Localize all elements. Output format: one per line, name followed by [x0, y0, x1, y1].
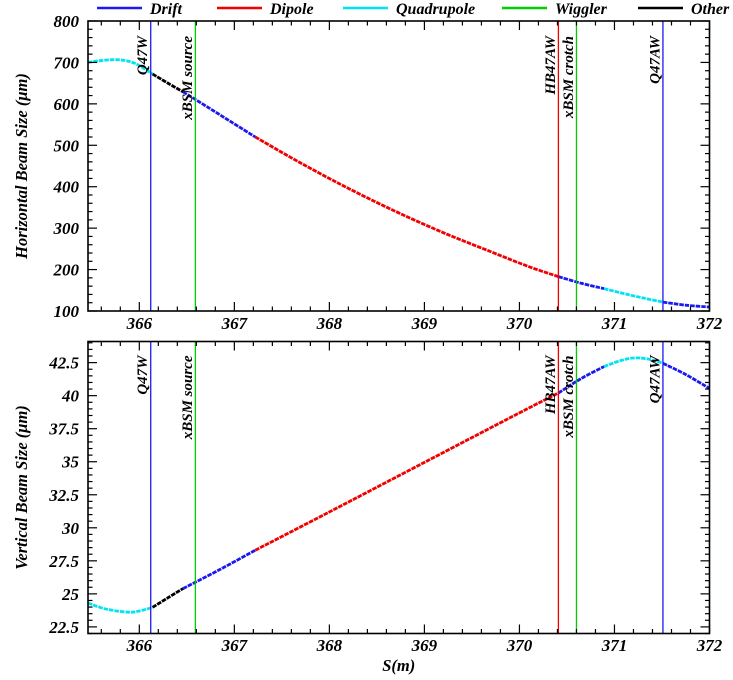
plot-horizontal-beam-size-m: Q47W xBSM source HB47AW xBSM crotch Q47AW 366… — [12, 12, 723, 333]
y-axis-title: Horizontal Beam Size (μm) — [12, 73, 31, 260]
legend-label: Other — [691, 1, 730, 18]
y-tick-label: 400 — [53, 178, 80, 197]
curve-segment-drift — [662, 300, 710, 309]
legend-label: Wiggler — [555, 1, 608, 18]
marker-label-q47aw: Q47AW — [647, 34, 663, 83]
y-tick-label: 600 — [54, 95, 80, 114]
curve-segment-other — [151, 72, 184, 94]
y-tick-label: 40 — [61, 387, 80, 406]
marker-label-q47w: Q47W — [135, 34, 151, 75]
legend-item-wiggler: Wiggler — [502, 1, 608, 18]
curve-segment-drift — [182, 549, 256, 590]
marker-label-xbsm-source: xBSM source — [180, 355, 196, 440]
curve-segment-dipole — [254, 135, 559, 278]
y-tick-label: 500 — [54, 136, 80, 155]
x-tick-label: 366 — [126, 314, 153, 333]
y-tick-label: 700 — [54, 53, 80, 72]
y-tick-label: 100 — [54, 302, 80, 321]
marker-label-q47w: Q47W — [135, 354, 151, 395]
y-tick-label: 800 — [54, 12, 80, 31]
legend-label: Quadrupole — [396, 1, 475, 18]
y-tick-label: 42.5 — [48, 354, 79, 373]
legend-item-quadrupole: Quadrupole — [343, 1, 475, 18]
curve-segment-quadrupole — [603, 287, 664, 304]
curve-segment-drift — [557, 365, 605, 395]
y-tick-label: 30 — [61, 519, 80, 538]
beam-size-curve — [88, 58, 710, 309]
y-tick-label: 25 — [61, 585, 80, 604]
x-tick-label: 369 — [411, 636, 438, 655]
curve-segment-quadrupole — [88, 601, 154, 614]
curve-segment-quadrupole — [603, 356, 664, 368]
legend-label: Dipole — [269, 1, 314, 18]
beam-size-curve — [88, 356, 710, 614]
y-axis-title: Vertical Beam Size (μm) — [12, 405, 31, 570]
curve-segment-drift — [182, 90, 256, 139]
marker-label-hb47aw: HB47AW — [543, 34, 559, 95]
curve-segment-drift — [662, 362, 710, 390]
y-tick-label: 27.5 — [48, 552, 79, 571]
legend-label: Drift — [149, 1, 183, 18]
legend-item-drift: Drift — [97, 1, 183, 18]
marker-label-xbsm-crotch: xBSM crotch — [561, 36, 577, 119]
x-tick-label: 368 — [316, 314, 343, 333]
x-tick-label: 372 — [696, 636, 723, 655]
x-tick-label: 370 — [506, 314, 533, 333]
x-tick-label: 367 — [221, 314, 249, 333]
y-tick-label: 32.5 — [48, 486, 79, 505]
y-tick-label: 300 — [53, 219, 80, 238]
x-tick-label: 372 — [696, 314, 723, 333]
plot-frame — [87, 20, 711, 312]
x-tick-label: 367 — [221, 636, 249, 655]
legend-item-other: Other — [638, 1, 730, 18]
x-tick-label: 370 — [506, 636, 533, 655]
marker-label-hb47aw: HB47AW — [543, 354, 559, 415]
x-tick-label: 371 — [601, 314, 628, 333]
marker-label-xbsm-source: xBSM source — [180, 36, 196, 121]
legend-item-dipole: Dipole — [217, 1, 314, 18]
axis-ticks — [88, 341, 711, 635]
legend: Drift Dipole Quadrupole Wiggler Other — [97, 1, 730, 18]
curve-segment-dipole — [254, 391, 560, 552]
y-tick-label: 37.5 — [48, 420, 79, 439]
marker-label-q47aw: Q47AW — [647, 354, 663, 403]
x-tick-label: 371 — [601, 636, 628, 655]
axis-ticks — [88, 20, 711, 312]
x-tick-label: 369 — [411, 314, 438, 333]
y-tick-label: 200 — [53, 261, 80, 280]
marker-label-xbsm-crotch: xBSM crotch — [561, 356, 577, 439]
plot-frame — [87, 340, 711, 635]
y-tick-label: 22.5 — [48, 618, 79, 637]
y-tick-label: 35 — [61, 453, 80, 472]
x-tick-label: 366 — [126, 636, 153, 655]
x-tick-label: 368 — [316, 636, 343, 655]
plot-vertical-beam-size-m: Q47W xBSM source HB47AW xBSM crotch Q47AW 366… — [12, 340, 723, 675]
curve-segment-quadrupole — [88, 58, 154, 76]
curve-segment-other — [151, 587, 184, 609]
curve-segment-drift — [558, 275, 605, 290]
x-axis-title: S(m) — [382, 656, 415, 675]
